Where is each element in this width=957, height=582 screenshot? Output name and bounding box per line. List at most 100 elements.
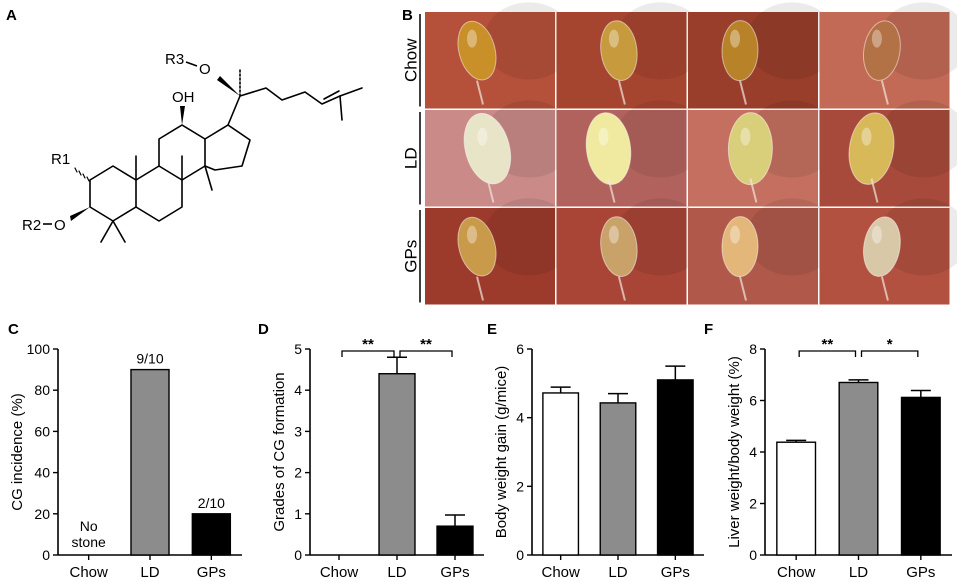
- significance-bracket: [860, 350, 919, 357]
- y-tick-label: 20: [34, 506, 50, 522]
- y-tick-label: 0: [42, 547, 50, 563]
- x-tick-label: Chow: [777, 564, 816, 581]
- y-axis-label: Body weight gain (g/mice): [493, 366, 510, 539]
- gallbladder: [863, 20, 901, 81]
- gallbladder-highlight: [608, 225, 619, 244]
- ring-a: [89, 165, 137, 222]
- y-tick-label: 1: [294, 506, 302, 522]
- photo-row-label: Chow: [401, 38, 420, 82]
- terminal-methyl-a: [339, 87, 363, 97]
- liver-lobe-shade: [878, 100, 957, 178]
- ring-d: [204, 124, 251, 171]
- x-tick-label: Chow: [69, 564, 108, 581]
- y-tick-label: 6: [749, 393, 757, 409]
- gallbladder: [727, 112, 773, 186]
- gallbladder-highlight: [730, 225, 740, 244]
- gallbladder: [457, 20, 497, 81]
- y-tick-label: 60: [34, 423, 50, 439]
- panel-label-e: E: [487, 321, 497, 338]
- significance-bracket: [399, 350, 453, 357]
- ring-b: [135, 165, 183, 222]
- bar-annotation: 2/10: [198, 495, 225, 511]
- chart-panel-d: 0 1 2 3 4 5 Grades of CG formation Chow LD GPs ** *…: [271, 336, 484, 581]
- gallbladder-highlight: [861, 127, 872, 146]
- o-r2-wedge: [70, 207, 90, 221]
- significance-bracket: [341, 350, 395, 357]
- bile-duct: [749, 178, 758, 203]
- gallbladder: [600, 20, 638, 81]
- bar-annotation: 9/10: [136, 351, 163, 367]
- y-tick-label: 0: [294, 547, 302, 563]
- x-tick-label: GPs: [661, 564, 690, 581]
- gallbladder: [863, 216, 901, 277]
- terminal-methyl-b: [339, 95, 343, 121]
- bile-duct: [617, 276, 626, 301]
- significance-label: *: [887, 336, 893, 353]
- liver-lobe-shade: [483, 198, 575, 276]
- gallbladder-photo: [425, 2, 575, 109]
- gallbladder: [585, 112, 632, 185]
- liver-lobe-shade: [615, 198, 706, 276]
- gallbladder-photo: [819, 198, 957, 305]
- gallbladder-highlight: [871, 29, 882, 48]
- bar-ld: [599, 402, 637, 556]
- photo-row-label: LD: [401, 147, 420, 169]
- triterpene-structure: [70, 69, 363, 243]
- x-tick-label: LD: [140, 564, 159, 581]
- r3-o-bond: [185, 61, 198, 67]
- y-tick-label: 80: [34, 382, 50, 398]
- gallbladder-highlight: [467, 225, 477, 244]
- x-tick-label: Chow: [541, 564, 580, 581]
- gallbladder-photo: [819, 100, 957, 207]
- bar-gps: [191, 513, 232, 556]
- bile-duct: [870, 178, 879, 203]
- gallbladder-photo: [556, 198, 706, 305]
- gallbladder-highlight: [871, 225, 882, 244]
- o-r2-label: O: [54, 217, 66, 234]
- o-r3-label: O: [199, 61, 211, 78]
- chart-panel-c: 0 20 40 60 80 100 CG incidence (%) Chow LD GPs Nos…: [9, 341, 242, 581]
- gallbladder-photo: [556, 100, 706, 207]
- x-tick-label: LD: [849, 564, 868, 581]
- gallbladder-photo: [688, 198, 838, 305]
- side-chain: [227, 87, 341, 126]
- r1-label: R1: [51, 151, 70, 168]
- panel-label-c: C: [8, 321, 19, 338]
- gallbladder-highlight: [608, 29, 619, 48]
- y-tick-label: 4: [294, 382, 302, 398]
- bar-chow: [542, 392, 580, 556]
- bile-duct: [880, 276, 889, 301]
- r3-label: R3: [165, 51, 184, 68]
- bile-duct: [476, 276, 484, 301]
- bar-ld: [838, 381, 879, 556]
- y-tick-label: 2: [516, 478, 524, 494]
- methyl-c14: [204, 165, 213, 191]
- y-tick-label: 8: [749, 341, 757, 357]
- no-stone-line-1: No: [80, 518, 98, 534]
- chart-panel-f: 0 2 4 6 8 Liver weight/body weight (%) Chow LD G…: [726, 336, 952, 581]
- bar-gps: [656, 379, 694, 556]
- y-axis-label: Grades of CG formation: [271, 372, 288, 531]
- gallbladder: [721, 20, 759, 82]
- panel-label-a: A: [6, 7, 17, 24]
- ring-c: [158, 124, 206, 181]
- methyl-c4-b: [112, 220, 126, 243]
- gallbladder: [721, 216, 759, 278]
- bile-duct: [617, 80, 626, 105]
- y-tick-label: 2: [294, 465, 302, 481]
- bile-duct: [476, 80, 484, 105]
- y-tick-label: 5: [294, 341, 302, 357]
- y-tick-label: 3: [294, 423, 302, 439]
- gallbladder-photo-grid: Chow LD GPs: [401, 2, 957, 305]
- y-tick-label: 40: [34, 465, 50, 481]
- r1-hashed-bond: [74, 167, 90, 182]
- methyl-c4-a: [100, 220, 114, 243]
- significance-label: **: [420, 336, 432, 353]
- no-stone-line-2: stone: [72, 534, 106, 550]
- x-tick-label: GPs: [197, 564, 226, 581]
- y-axis-label: Liver weight/body weight (%): [726, 356, 743, 548]
- liver-lobe-shade: [746, 2, 838, 80]
- x-tick-label: LD: [608, 564, 627, 581]
- liver-lobe-shade: [746, 198, 838, 276]
